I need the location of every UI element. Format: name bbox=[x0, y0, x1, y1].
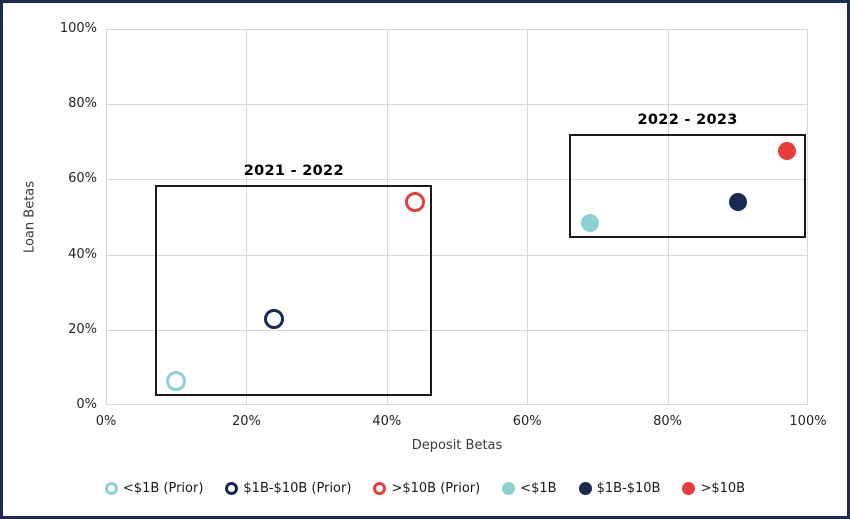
annotation-label: 2021 - 2022 bbox=[243, 163, 344, 180]
y-tick-label: 100% bbox=[59, 21, 97, 36]
data-point bbox=[728, 192, 747, 211]
y-tick-label: 0% bbox=[76, 397, 97, 412]
legend-item: >$10B bbox=[682, 481, 745, 496]
legend-item: <$1B (Prior) bbox=[104, 481, 204, 496]
horizontal-gridline bbox=[106, 329, 808, 331]
legend-item-label: $1B-$10B (Prior) bbox=[243, 481, 352, 496]
annotation-label: 2022 - 2023 bbox=[637, 112, 738, 129]
y-tick-label: 80% bbox=[68, 96, 97, 112]
legend-item-label: <$1B (Prior) bbox=[122, 481, 204, 496]
legend-item: $1B-$10B bbox=[578, 481, 661, 496]
y-axis-title: Loan Betas bbox=[22, 180, 38, 254]
x-tick-label: 60% bbox=[512, 414, 542, 429]
data-point bbox=[581, 213, 600, 232]
x-tick-label: 0% bbox=[95, 414, 117, 429]
legend-marker-circle-icon bbox=[682, 482, 696, 495]
annotation-box bbox=[569, 134, 806, 238]
vertical-gridline bbox=[386, 29, 388, 405]
x-axis-title: Deposit Betas bbox=[411, 438, 503, 453]
horizontal-gridline bbox=[106, 179, 808, 181]
x-tick-label: 80% bbox=[653, 414, 683, 429]
data-point bbox=[404, 191, 425, 212]
horizontal-gridline bbox=[106, 104, 808, 106]
data-point bbox=[166, 370, 187, 391]
legend-item-label: $1B-$10B bbox=[596, 481, 661, 496]
legend-marker-circle-icon bbox=[373, 482, 387, 495]
annotation-box bbox=[155, 185, 433, 396]
legend-item: >$10B (Prior) bbox=[373, 481, 480, 496]
vertical-gridline bbox=[527, 29, 529, 405]
vertical-gridline bbox=[246, 29, 248, 405]
y-tick-label: 40% bbox=[68, 246, 97, 262]
y-tick-label: 20% bbox=[68, 321, 97, 337]
legend-item-label: >$10B bbox=[700, 481, 746, 496]
legend-marker-circle-icon bbox=[104, 482, 118, 495]
x-tick-label: 40% bbox=[372, 414, 402, 429]
x-tick-label: 20% bbox=[231, 414, 261, 429]
legend-marker-circle-icon bbox=[578, 482, 592, 495]
legend-item-label: <$1B bbox=[520, 481, 557, 496]
x-tick-label: 100% bbox=[789, 414, 827, 429]
legend-item: <$1B bbox=[502, 481, 557, 496]
data-point bbox=[777, 142, 796, 161]
plot-area-border bbox=[106, 29, 808, 405]
horizontal-gridline bbox=[106, 254, 808, 256]
vertical-gridline bbox=[667, 29, 669, 405]
y-tick-label: 60% bbox=[68, 171, 97, 187]
data-point bbox=[264, 308, 285, 329]
legend-item: $1B-$10B (Prior) bbox=[225, 481, 351, 496]
legend-marker-circle-icon bbox=[502, 482, 516, 495]
legend-marker-circle-icon bbox=[225, 482, 239, 495]
legend: <$1B (Prior) $1B-$10B (Prior) >$10B (Prior… bbox=[3, 481, 847, 496]
legend-item-label: >$10B (Prior) bbox=[391, 481, 481, 496]
